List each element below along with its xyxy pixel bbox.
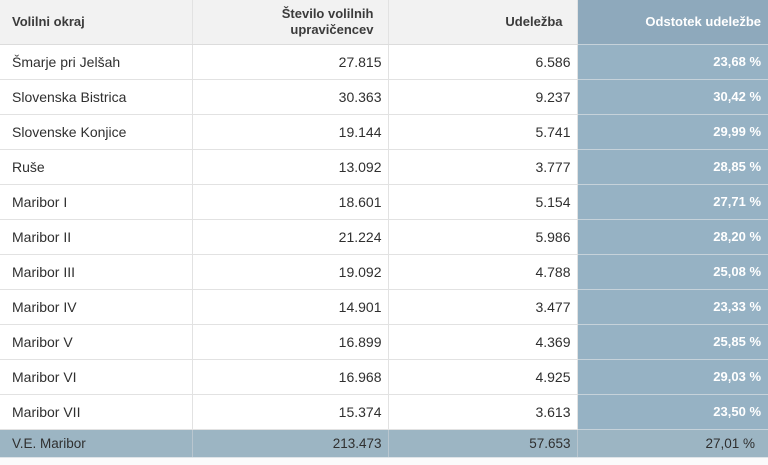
eligible-cell: 30.363 (192, 79, 389, 115)
district-cell: Maribor VII (0, 394, 193, 430)
total-turnout-cell: 57.653 (388, 429, 578, 458)
bottom-strip (0, 457, 768, 465)
table-row: Maribor V 16.899 4.369 25,85 % (0, 324, 768, 360)
percent-cell: 28,85 % (577, 149, 768, 185)
column-header-district: Volilni okraj (0, 0, 193, 45)
turnout-cell: 4.788 (388, 254, 578, 290)
percent-cell: 30,42 % (577, 79, 768, 115)
table-row: Maribor I 18.601 5.154 27,71 % (0, 184, 768, 220)
table-row: Maribor IV 14.901 3.477 23,33 % (0, 289, 768, 325)
total-percent-cell: 27,01 % (577, 429, 768, 458)
district-cell: Slovenska Bistrica (0, 79, 193, 115)
eligible-cell: 19.144 (192, 114, 389, 150)
total-eligible-cell: 213.473 (192, 429, 389, 458)
eligible-cell: 16.899 (192, 324, 389, 360)
district-cell: Maribor IV (0, 289, 193, 325)
percent-cell: 29,03 % (577, 359, 768, 395)
turnout-cell: 4.925 (388, 359, 578, 395)
percent-cell: 23,33 % (577, 289, 768, 325)
eligible-cell: 16.968 (192, 359, 389, 395)
header-row: Volilni okraj Število volilnih upravičen… (0, 0, 768, 45)
eligible-cell: 13.092 (192, 149, 389, 185)
table-row: Maribor II 21.224 5.986 28,20 % (0, 219, 768, 255)
percent-cell: 27,71 % (577, 184, 768, 220)
percent-cell: 29,99 % (577, 114, 768, 150)
district-cell: Ruše (0, 149, 193, 185)
turnout-cell: 5.986 (388, 219, 578, 255)
table-row: Slovenske Konjice 19.144 5.741 29,99 % (0, 114, 768, 150)
percent-cell: 23,50 % (577, 394, 768, 430)
turnout-cell: 5.154 (388, 184, 578, 220)
turnout-cell: 5.741 (388, 114, 578, 150)
table-body: Šmarje pri Jelšah 27.815 6.586 23,68 % S… (0, 44, 768, 430)
table-row: Šmarje pri Jelšah 27.815 6.586 23,68 % (0, 44, 768, 80)
column-header-turnout: Udeležba (388, 0, 578, 45)
district-cell: Maribor I (0, 184, 193, 220)
district-cell: Maribor VI (0, 359, 193, 395)
eligible-cell: 15.374 (192, 394, 389, 430)
eligible-cell: 19.092 (192, 254, 389, 290)
percent-cell: 25,08 % (577, 254, 768, 290)
table-row: Ruše 13.092 3.777 28,85 % (0, 149, 768, 185)
table-row: Slovenska Bistrica 30.363 9.237 30,42 % (0, 79, 768, 115)
turnout-cell: 6.586 (388, 44, 578, 80)
table-row: Maribor III 19.092 4.788 25,08 % (0, 254, 768, 290)
turnout-cell: 3.477 (388, 289, 578, 325)
percent-cell: 28,20 % (577, 219, 768, 255)
column-header-percent: Odstotek udeležbe (577, 0, 768, 45)
eligible-cell: 18.601 (192, 184, 389, 220)
table-row: Maribor VII 15.374 3.613 23,50 % (0, 394, 768, 430)
turnout-cell: 9.237 (388, 79, 578, 115)
total-district-cell: V.E. Maribor (0, 429, 193, 458)
district-cell: Maribor III (0, 254, 193, 290)
percent-cell: 23,68 % (577, 44, 768, 80)
table-footer: V.E. Maribor 213.473 57.653 27,01 % (0, 429, 768, 458)
district-cell: Maribor II (0, 219, 193, 255)
eligible-cell: 21.224 (192, 219, 389, 255)
total-row: V.E. Maribor 213.473 57.653 27,01 % (0, 429, 768, 458)
district-cell: Slovenske Konjice (0, 114, 193, 150)
turnout-cell: 3.613 (388, 394, 578, 430)
eligible-cell: 14.901 (192, 289, 389, 325)
district-cell: Šmarje pri Jelšah (0, 44, 193, 80)
turnout-cell: 4.369 (388, 324, 578, 360)
district-cell: Maribor V (0, 324, 193, 360)
percent-cell: 25,85 % (577, 324, 768, 360)
column-header-eligible: Število volilnih upravičencev (192, 0, 389, 45)
table-header: Volilni okraj Število volilnih upravičen… (0, 0, 768, 45)
table-row: Maribor VI 16.968 4.925 29,03 % (0, 359, 768, 395)
eligible-cell: 27.815 (192, 44, 389, 80)
turnout-cell: 3.777 (388, 149, 578, 185)
